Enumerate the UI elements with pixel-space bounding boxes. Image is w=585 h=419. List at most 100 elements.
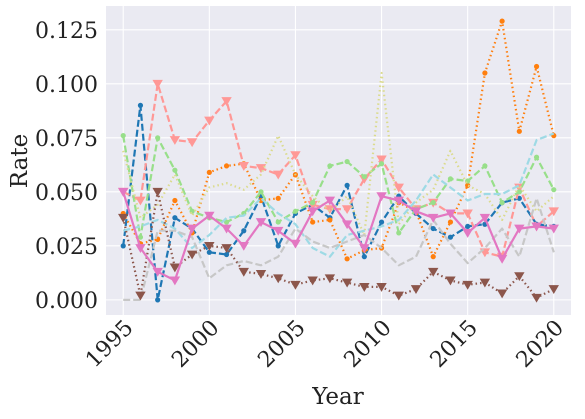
y-tick-label: 0.100	[35, 73, 98, 98]
data-point	[548, 207, 559, 217]
x-tick-label: 2020	[512, 316, 569, 373]
data-point	[496, 289, 508, 299]
data-point	[223, 163, 230, 169]
data-point	[169, 136, 181, 145]
data-point	[273, 170, 284, 180]
data-point	[376, 192, 387, 202]
data-point	[137, 102, 144, 108]
data-point	[221, 224, 232, 234]
data-point	[206, 169, 212, 175]
data-point	[186, 224, 198, 234]
y-tick-label: 0.000	[35, 289, 98, 314]
data-point	[361, 254, 367, 260]
y-tick-label: 0.075	[35, 127, 98, 152]
data-point	[344, 256, 350, 262]
y-tick-label: 0.025	[35, 235, 98, 260]
data-point	[479, 213, 491, 223]
data-point	[204, 211, 215, 221]
data-point	[445, 209, 456, 219]
data-point	[186, 138, 198, 148]
data-point	[155, 135, 161, 141]
data-point	[396, 230, 402, 236]
data-point	[531, 293, 542, 303]
x-axis-label: Year	[311, 384, 364, 410]
data-point	[428, 267, 439, 277]
y-tick-label: 0.050	[35, 181, 98, 206]
data-point	[445, 276, 456, 286]
data-point	[255, 270, 267, 279]
data-point	[172, 167, 178, 173]
y-axis-label: Rate	[7, 134, 33, 188]
data-point	[496, 254, 508, 264]
data-point	[241, 228, 247, 234]
x-tick-label: 2005	[253, 316, 310, 373]
data-point	[447, 234, 454, 240]
data-point	[169, 276, 181, 286]
data-point	[533, 63, 540, 70]
data-point	[393, 196, 404, 206]
data-point	[514, 224, 525, 234]
data-point	[135, 244, 146, 253]
data-point	[462, 280, 473, 290]
data-point	[462, 228, 473, 238]
data-point	[152, 79, 163, 89]
data-point	[152, 267, 163, 277]
data-point	[482, 163, 488, 169]
series-layer	[118, 18, 559, 303]
data-point	[290, 151, 301, 161]
series-line	[122, 135, 555, 239]
data-point	[462, 209, 473, 219]
data-point	[344, 182, 350, 188]
data-point	[341, 278, 353, 288]
data-point	[118, 213, 129, 223]
y-tick-label: 0.125	[35, 19, 98, 44]
data-point	[238, 267, 249, 277]
data-point	[172, 215, 178, 221]
data-point	[169, 263, 181, 273]
x-tick-label: 2015	[426, 316, 483, 373]
data-point	[548, 224, 559, 234]
data-point	[292, 208, 299, 214]
data-point	[359, 244, 370, 253]
data-point	[223, 219, 230, 225]
data-point	[516, 189, 522, 195]
data-point	[120, 243, 126, 249]
data-point	[155, 297, 161, 303]
data-point	[310, 200, 316, 206]
data-point	[378, 219, 385, 225]
data-point	[206, 249, 212, 255]
data-point	[341, 220, 353, 230]
data-point	[428, 213, 439, 223]
data-point	[410, 207, 422, 217]
data-point	[465, 223, 471, 230]
series-7	[123, 197, 555, 301]
x-tick-label: 2000	[167, 316, 224, 373]
data-point	[324, 196, 336, 206]
data-point	[223, 251, 230, 258]
data-point	[548, 285, 559, 295]
series-8	[118, 187, 559, 303]
x-axis-ticks: 1995 2000 2005 2010 2015 2020	[81, 316, 569, 373]
data-point	[359, 174, 370, 184]
data-point	[275, 195, 281, 201]
data-point	[393, 183, 404, 193]
data-point	[275, 243, 281, 249]
data-point	[376, 155, 387, 165]
data-point	[482, 70, 488, 76]
data-point	[135, 291, 146, 301]
data-point	[514, 272, 525, 282]
series-5	[122, 71, 555, 237]
data-point	[393, 291, 404, 301]
data-point	[378, 161, 385, 167]
data-point	[273, 226, 284, 236]
data-point	[361, 174, 367, 180]
data-point	[258, 189, 264, 195]
data-point	[137, 234, 144, 240]
data-point	[324, 274, 336, 284]
data-point	[238, 162, 249, 171]
series-line	[123, 197, 555, 301]
data-point	[273, 274, 284, 284]
data-point	[410, 285, 422, 295]
y-axis-ticks: 0.000 0.025 0.050 0.075 0.100 0.125	[35, 19, 98, 314]
data-point	[290, 239, 301, 249]
